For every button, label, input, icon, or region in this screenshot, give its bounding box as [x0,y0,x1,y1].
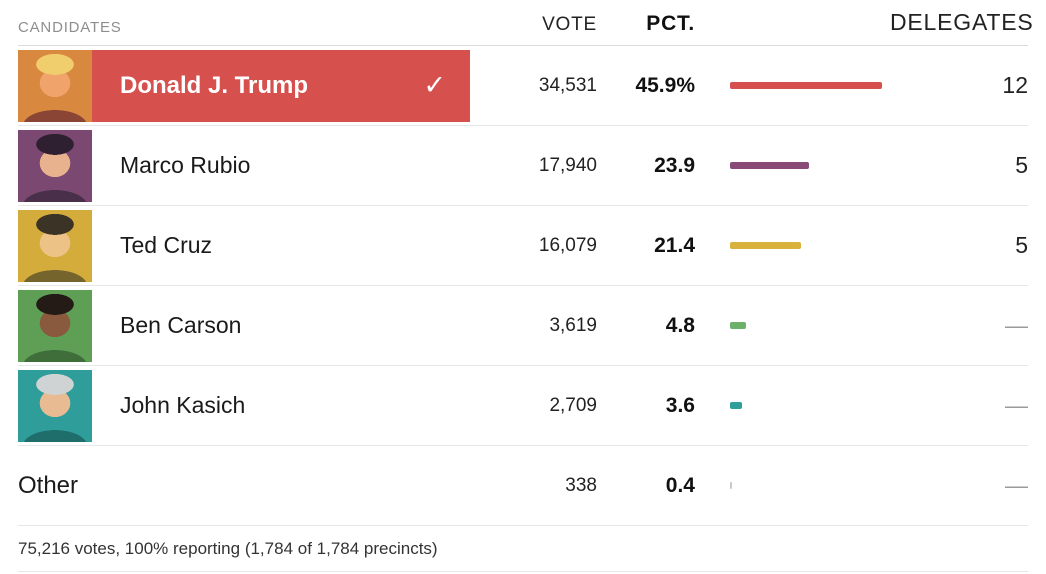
vote-count: 16,079 [538,234,597,256]
pct-bar [730,402,742,409]
delegates-value: 5 [1015,152,1028,178]
table-row: Ben Carson 3,619 4.8 — [18,286,1028,366]
header-candidates: CANDIDATES [18,19,122,36]
header-pct: PCT. [646,12,695,35]
pct-value: 3.6 [665,393,695,417]
pct-bar [730,82,882,89]
candidate-name: Ben Carson [120,312,242,338]
vote-count: 2,709 [549,394,597,416]
table-row: Donald J. Trump ✓ 34,531 45.9% 12 [18,46,1028,126]
table-row: Ted Cruz 16,079 21.4 5 [18,206,1028,286]
vote-count: 17,940 [538,154,597,176]
candidate-avatar [18,209,92,282]
candidate-name: Marco Rubio [120,152,251,178]
table-row: John Kasich 2,709 3.6 — [18,366,1028,446]
candidate-avatar [18,129,92,202]
delegates-value: — [1005,312,1028,338]
header-vote: VOTE [542,14,597,35]
table-row: Other 338 0.4 — [18,446,1028,526]
pct-value: 23.9 [654,153,695,177]
vote-count: 338 [565,474,597,496]
pct-value: 21.4 [654,233,695,257]
table-row: Marco Rubio 17,940 23.9 5 [18,126,1028,206]
reporting-summary: 75,216 votes, 100% reporting (1,784 of 1… [18,526,1028,572]
winner-check-icon: ✓ [423,70,446,100]
pct-bar [730,242,801,249]
candidate-avatar [18,289,92,362]
delegates-value: 5 [1015,232,1028,258]
candidate-name: Ted Cruz [120,232,213,258]
pct-value: 45.9% [635,73,695,97]
header-delegates: DELEGATES [890,9,1034,35]
pct-bar [730,322,746,329]
delegates-value: 12 [1002,72,1028,98]
vote-count: 3,619 [549,314,597,336]
candidate-name: John Kasich [120,392,246,418]
winner-highlight-box: Donald J. Trump ✓ [92,49,470,122]
candidate-name: Other [18,471,79,499]
delegates-value: — [1005,392,1028,418]
pct-value: 4.8 [665,313,695,337]
vote-count: 34,531 [538,74,597,96]
pct-value: 0.4 [665,473,695,497]
candidate-avatar [18,49,92,122]
pct-bar [730,162,809,169]
candidate-avatar [18,369,92,442]
candidate-name: Donald J. Trump [120,71,309,99]
pct-bar [730,482,732,489]
table-header: CANDIDATES VOTE PCT. DELEGATES [18,0,1033,46]
delegates-value: — [1005,472,1028,498]
